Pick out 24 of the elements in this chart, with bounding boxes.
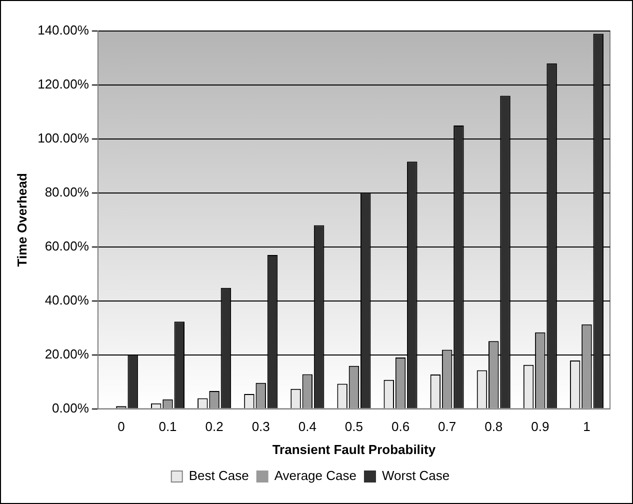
x-tick-label: 0.7 — [438, 419, 456, 434]
y-tick-label: 120.00% — [38, 76, 90, 92]
x-tick-label: 0 — [118, 419, 125, 434]
y-tick-label: 60.00% — [44, 238, 90, 254]
x-tick-label: 0.4 — [298, 419, 316, 434]
y-axis-title: Time Overhead — [14, 173, 30, 267]
x-tick-label: 1 — [583, 419, 590, 434]
x-tick-label: 0.2 — [205, 419, 224, 434]
y-tick-label: 100.00% — [38, 130, 90, 146]
x-tick-label: 0.5 — [344, 419, 363, 434]
legend-label: Average Case — [274, 468, 356, 484]
legend-label: Worst Case — [382, 468, 450, 484]
x-tick-label: 0.3 — [252, 419, 270, 434]
legend-label: Best Case — [188, 468, 249, 484]
y-tick-label: 20.00% — [44, 346, 90, 362]
y-tick-label: 40.00% — [44, 292, 90, 308]
x-tick-label: 0.1 — [158, 419, 177, 434]
y-tick-label: 80.00% — [44, 184, 90, 200]
x-tick-label: 0.8 — [484, 419, 503, 434]
y-tick-label: 140.00% — [38, 22, 90, 38]
y-tick-label: 0.00% — [52, 400, 90, 416]
x-tick-label: 0.6 — [391, 419, 410, 434]
x-axis-title: Transient Fault Probability — [272, 442, 436, 457]
x-tick-label: 0.9 — [531, 419, 550, 434]
